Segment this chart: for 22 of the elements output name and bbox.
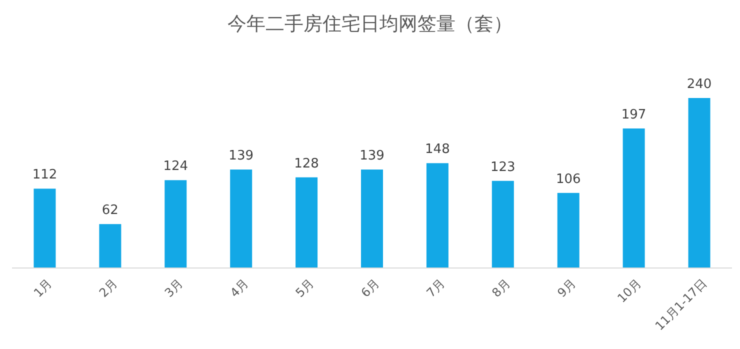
- x-tick-label: 6月: [358, 276, 382, 300]
- data-label: 197: [621, 107, 646, 122]
- x-tick-label: 1月: [31, 276, 55, 300]
- data-label: 139: [228, 148, 254, 164]
- x-tick-label: 7月: [424, 276, 448, 300]
- x-tick-label: 3月: [162, 276, 186, 300]
- data-label: 106: [556, 172, 581, 187]
- data-label: 128: [294, 156, 319, 172]
- data-label: 62: [102, 203, 118, 218]
- data-label: 139: [360, 148, 384, 164]
- x-tick-label: 8月: [489, 276, 514, 300]
- x-tick-label: 5月: [292, 276, 317, 300]
- data-label: 112: [32, 168, 58, 183]
- data-label: 123: [490, 160, 516, 175]
- x-tick-label: 10月: [614, 276, 644, 306]
- data-label: 124: [163, 159, 188, 174]
- x-tick-label: 9月: [554, 276, 578, 300]
- data-label: 240: [686, 77, 712, 92]
- x-tick-label: 2月: [96, 276, 120, 300]
- title: 今年二手房住宅日均网签量（套）: [228, 13, 512, 35]
- data-label: 148: [425, 142, 450, 158]
- x-tick-label: 4月: [227, 276, 252, 300]
